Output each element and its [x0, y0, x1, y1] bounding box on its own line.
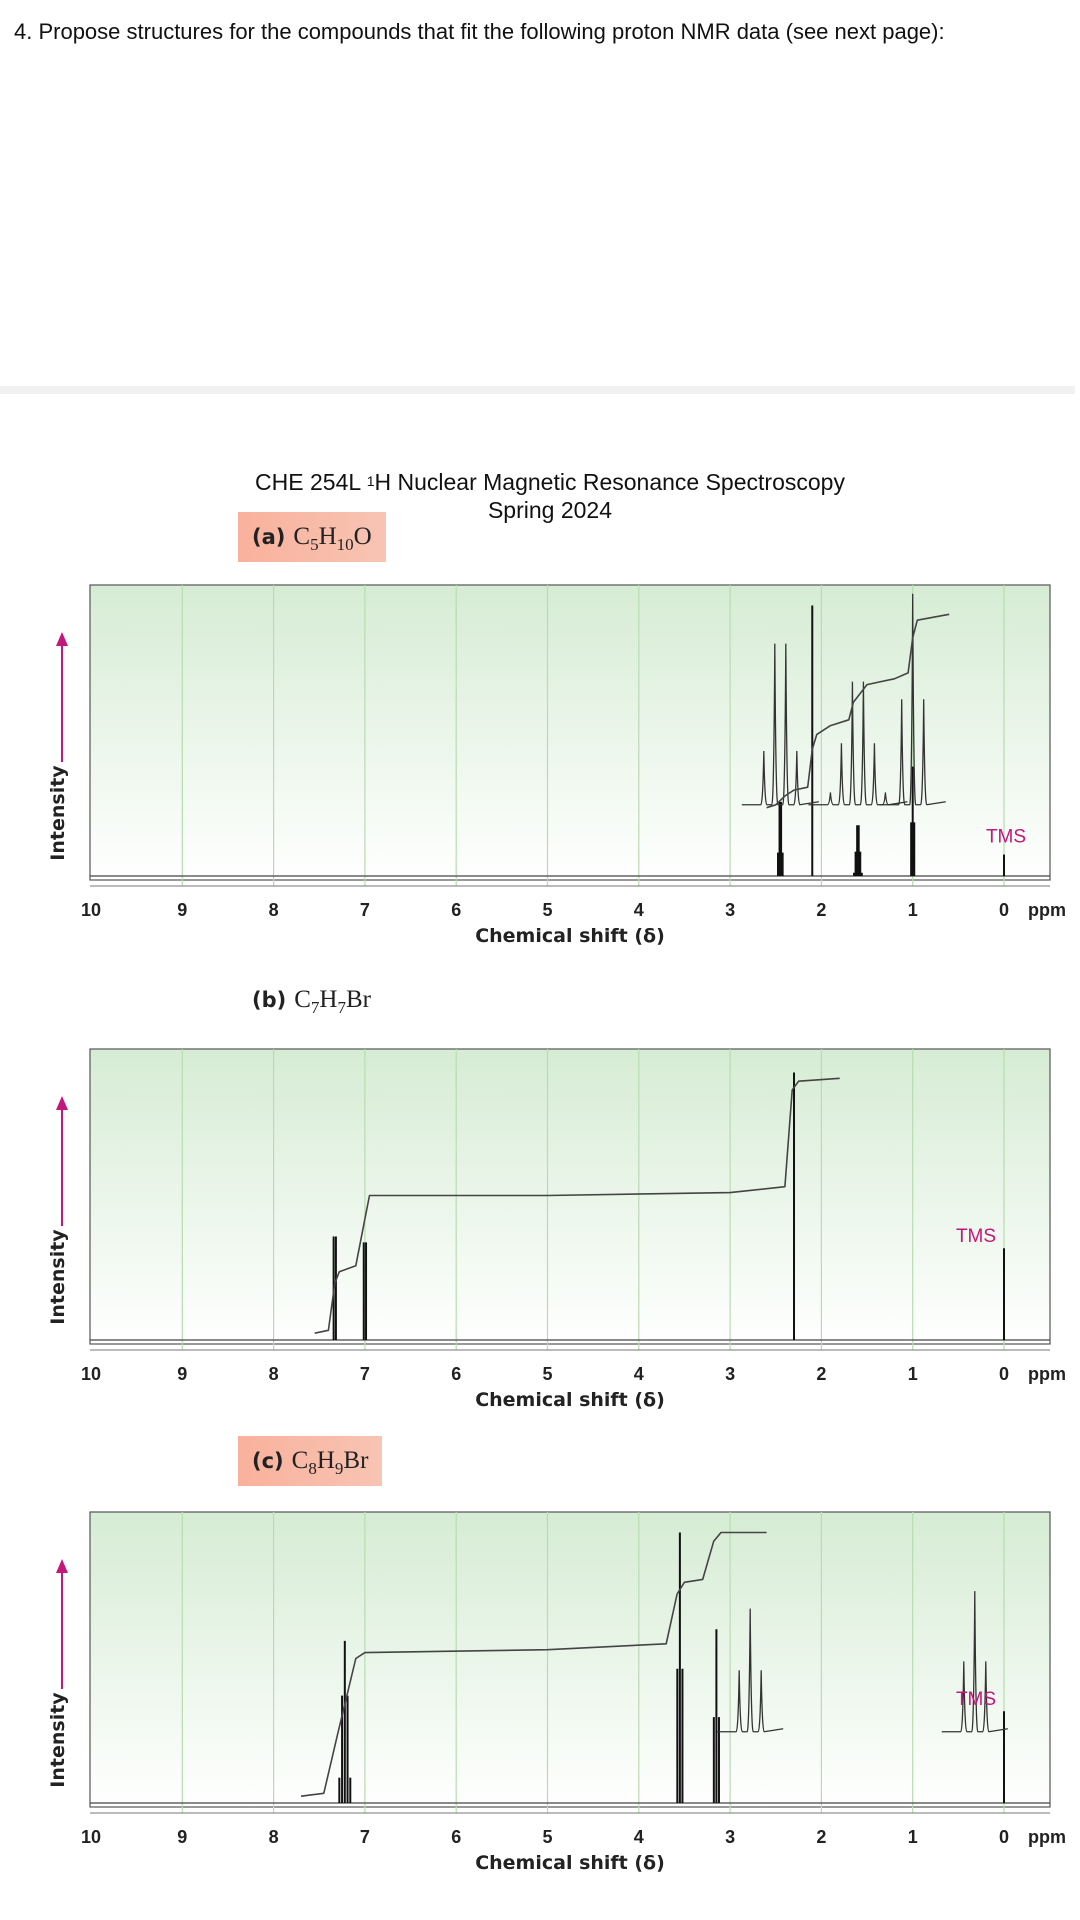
x-tick-label: 7 [360, 1827, 370, 1847]
term-heading: Spring 2024 [487, 497, 613, 523]
part-letter: (b) [252, 988, 287, 1012]
x-axis-label: Chemical shift (δ) [475, 1852, 665, 1874]
x-tick-label: 10 [81, 1364, 101, 1384]
heading-title: H Nuclear Magnetic Resonance Spectroscop… [374, 469, 845, 495]
formula: C5H10O [293, 523, 372, 554]
x-tick-label: 5 [542, 1364, 552, 1384]
y-axis-arrow-head [56, 1096, 68, 1110]
x-tick-label: 0 [999, 900, 1009, 920]
heading-prefix: CHE 254L [255, 469, 367, 495]
x-tick-label: 7 [360, 1364, 370, 1384]
formula: C8H9Br [291, 1447, 369, 1478]
x-axis-unit: ppm [1028, 1827, 1066, 1847]
multiplet-expansion [941, 1591, 1008, 1733]
multiplet-expansion [741, 643, 819, 806]
x-tick-label: 2 [816, 1364, 826, 1384]
x-tick-label: 5 [542, 900, 552, 920]
x-tick-label: 8 [269, 900, 279, 920]
x-axis-unit: ppm [1028, 900, 1066, 920]
compound-label-c: (c) C8H9Br [238, 1436, 383, 1486]
x-tick-label: 6 [451, 1827, 461, 1847]
x-tick-label: 1 [908, 1827, 918, 1847]
multiplet-expansion [879, 593, 946, 806]
x-tick-label: 9 [177, 900, 187, 920]
multiplet-expansion [808, 681, 908, 806]
x-tick-label: 9 [177, 1827, 187, 1847]
part-letter: (c) [252, 1449, 284, 1473]
part-letter: (a) [252, 525, 286, 549]
y-label-bg [48, 1689, 76, 1793]
x-tick-label: 0 [999, 1364, 1009, 1384]
plot-area [89, 1048, 1051, 1345]
question-text: 4. Propose structures for the compounds … [14, 19, 945, 44]
x-tick-label: 3 [725, 1827, 735, 1847]
x-tick-label: 6 [451, 1364, 461, 1384]
compound-label-a: (a) C5H10O [238, 512, 386, 562]
y-label-bg [48, 1226, 76, 1330]
x-axis-unit: ppm [1028, 1364, 1066, 1384]
formula: C7H7Br [294, 986, 371, 1017]
y-axis-arrow-head [56, 1559, 68, 1573]
tms-label: TMS [956, 1226, 996, 1247]
x-tick-label: 3 [725, 900, 735, 920]
x-tick-label: 9 [177, 1364, 187, 1384]
y-axis-label: Intensity [47, 765, 69, 861]
x-tick-label: 2 [816, 900, 826, 920]
y-label-bg [48, 762, 76, 866]
page-divider [0, 386, 1075, 394]
x-tick-label: 8 [269, 1364, 279, 1384]
x-axis-label: Chemical shift (δ) [475, 925, 665, 947]
x-tick-label: 10 [81, 900, 101, 920]
plot-area [89, 1511, 1051, 1808]
x-tick-label: 7 [360, 900, 370, 920]
x-tick-label: 1 [908, 900, 918, 920]
x-tick-label: 4 [634, 1827, 644, 1847]
x-tick-label: 8 [269, 1827, 279, 1847]
integral-curve [314, 1077, 840, 1334]
course-heading: CHE 254L 1H Nuclear Magnetic Resonance S… [0, 468, 1080, 496]
y-axis-label: Intensity [47, 1692, 69, 1788]
x-tick-label: 4 [634, 1364, 644, 1384]
multiplet-expansion [717, 1608, 784, 1733]
x-axis-label: Chemical shift (δ) [475, 1389, 665, 1411]
plot-area [89, 584, 1051, 881]
x-tick-label: 5 [542, 1827, 552, 1847]
y-axis-label: Intensity [47, 1229, 69, 1325]
x-tick-label: 6 [451, 900, 461, 920]
heading-superscript: 1 [366, 473, 375, 489]
tms-label: TMS [956, 1689, 996, 1710]
x-tick-label: 3 [725, 1364, 735, 1384]
y-axis-arrow-head [56, 632, 68, 646]
integral-curve [766, 613, 950, 809]
x-tick-label: 0 [999, 1827, 1009, 1847]
x-tick-label: 2 [816, 1827, 826, 1847]
x-tick-label: 4 [634, 900, 644, 920]
x-tick-label: 10 [81, 1827, 101, 1847]
tms-label: TMS [986, 827, 1026, 848]
compound-label-b: (b) C7H7Br [238, 975, 385, 1025]
integral-curve [300, 1531, 767, 1797]
x-tick-label: 1 [908, 1364, 918, 1384]
